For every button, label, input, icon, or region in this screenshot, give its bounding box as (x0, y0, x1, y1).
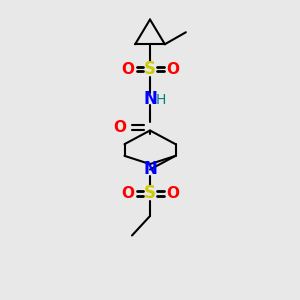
Text: O: O (121, 61, 134, 76)
Text: N: N (143, 160, 157, 178)
Text: N: N (143, 90, 157, 108)
Text: O: O (113, 120, 127, 135)
Text: O: O (121, 186, 134, 201)
Text: S: S (144, 184, 156, 202)
Text: H: H (155, 94, 166, 107)
Text: O: O (166, 61, 179, 76)
Text: S: S (144, 60, 156, 78)
Text: O: O (166, 186, 179, 201)
